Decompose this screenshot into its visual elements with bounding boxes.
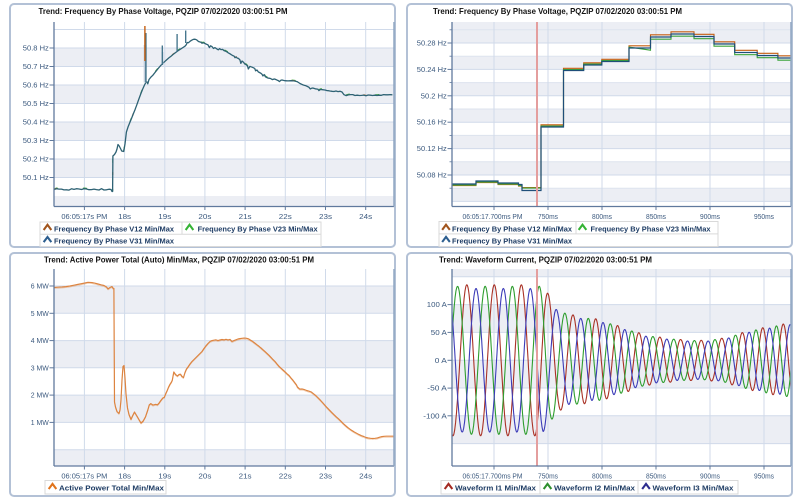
svg-text:Trend: Frequency By Phase Volt: Trend: Frequency By Phase Voltage, PQZIP… bbox=[39, 6, 288, 16]
svg-text:900ms: 900ms bbox=[700, 474, 720, 481]
svg-text:0 A: 0 A bbox=[435, 358, 447, 365]
svg-text:-100 A: -100 A bbox=[423, 413, 447, 420]
svg-text:24s: 24s bbox=[359, 474, 373, 481]
svg-text:19s: 19s bbox=[158, 214, 172, 221]
svg-text:6 MW: 6 MW bbox=[31, 284, 49, 291]
svg-text:950ms: 950ms bbox=[754, 214, 774, 221]
svg-text:50.1 Hz: 50.1 Hz bbox=[23, 175, 50, 182]
svg-text:50.08 Hz: 50.08 Hz bbox=[417, 173, 448, 180]
svg-text:06:05:17s PM: 06:05:17s PM bbox=[61, 214, 107, 221]
svg-text:4 MW: 4 MW bbox=[31, 338, 49, 345]
svg-text:Frequency By Phase V12 Min/Max: Frequency By Phase V12 Min/Max bbox=[54, 224, 175, 233]
svg-text:750ms: 750ms bbox=[538, 214, 558, 221]
svg-text:2 MW: 2 MW bbox=[31, 393, 49, 400]
svg-text:100 A: 100 A bbox=[427, 302, 447, 309]
svg-text:1 MW: 1 MW bbox=[31, 420, 49, 427]
svg-text:50.3 Hz: 50.3 Hz bbox=[23, 138, 50, 145]
svg-text:Frequency By Phase V23 Min/Max: Frequency By Phase V23 Min/Max bbox=[198, 224, 319, 233]
svg-text:24s: 24s bbox=[359, 214, 373, 221]
svg-text:22s: 22s bbox=[279, 474, 293, 481]
svg-text:Frequency By Phase V12 Min/Max: Frequency By Phase V12 Min/Max bbox=[452, 224, 573, 233]
svg-text:Trend: Waveform Current, PQZIP: Trend: Waveform Current, PQZIP 07/02/202… bbox=[439, 255, 652, 265]
svg-text:50.24 Hz: 50.24 Hz bbox=[417, 67, 448, 74]
svg-text:06:05:17.700ms PM: 06:05:17.700ms PM bbox=[463, 214, 523, 221]
svg-text:800ms: 800ms bbox=[592, 474, 612, 481]
svg-text:21s: 21s bbox=[239, 214, 253, 221]
svg-text:50.6 Hz: 50.6 Hz bbox=[23, 83, 50, 90]
svg-text:50.8 Hz: 50.8 Hz bbox=[23, 46, 50, 53]
svg-text:3 MW: 3 MW bbox=[31, 365, 49, 372]
svg-text:Waveform I2 Min/Max: Waveform I2 Min/Max bbox=[554, 484, 636, 493]
svg-text:18s: 18s bbox=[118, 474, 132, 481]
svg-text:850ms: 850ms bbox=[646, 474, 666, 481]
svg-text:750ms: 750ms bbox=[538, 474, 558, 481]
svg-text:-50 A: -50 A bbox=[427, 386, 447, 393]
svg-text:Trend: Frequency By Phase Volt: Trend: Frequency By Phase Voltage, PQZIP… bbox=[433, 6, 682, 16]
svg-text:50.28 Hz: 50.28 Hz bbox=[417, 41, 448, 48]
svg-text:Frequency By Phase V23 Min/Max: Frequency By Phase V23 Min/Max bbox=[591, 224, 712, 233]
svg-text:50.4 Hz: 50.4 Hz bbox=[23, 120, 50, 127]
svg-text:Trend: Active Power Total (Aut: Trend: Active Power Total (Auto) Min/Max… bbox=[44, 255, 314, 265]
svg-text:800ms: 800ms bbox=[592, 214, 612, 221]
svg-text:900ms: 900ms bbox=[700, 214, 720, 221]
svg-text:20s: 20s bbox=[198, 474, 212, 481]
svg-text:23s: 23s bbox=[319, 474, 333, 481]
svg-text:20s: 20s bbox=[198, 214, 212, 221]
svg-text:50.2 Hz: 50.2 Hz bbox=[23, 157, 50, 164]
svg-text:06:05:17s PM: 06:05:17s PM bbox=[61, 474, 107, 481]
svg-text:50.12 Hz: 50.12 Hz bbox=[417, 146, 448, 153]
svg-text:950ms: 950ms bbox=[754, 474, 774, 481]
svg-text:Waveform I1 Min/Max: Waveform I1 Min/Max bbox=[455, 484, 537, 493]
svg-text:850ms: 850ms bbox=[646, 214, 666, 221]
svg-text:23s: 23s bbox=[319, 214, 333, 221]
svg-text:Frequency By Phase V31 Min/Max: Frequency By Phase V31 Min/Max bbox=[452, 237, 573, 246]
svg-text:50.5 Hz: 50.5 Hz bbox=[23, 101, 50, 108]
svg-text:Waveform I3 Min/Max: Waveform I3 Min/Max bbox=[653, 484, 735, 493]
svg-text:50.7 Hz: 50.7 Hz bbox=[23, 64, 50, 71]
svg-text:50.2 Hz: 50.2 Hz bbox=[421, 93, 448, 100]
svg-text:18s: 18s bbox=[118, 214, 132, 221]
svg-text:06:05:17.700ms PM: 06:05:17.700ms PM bbox=[463, 474, 523, 481]
svg-text:5 MW: 5 MW bbox=[31, 311, 49, 318]
svg-text:Frequency By Phase V31 Min/Max: Frequency By Phase V31 Min/Max bbox=[54, 237, 175, 246]
svg-text:19s: 19s bbox=[158, 474, 172, 481]
svg-text:50 A: 50 A bbox=[431, 330, 447, 337]
svg-text:21s: 21s bbox=[239, 474, 253, 481]
svg-text:50.16 Hz: 50.16 Hz bbox=[417, 120, 448, 127]
svg-text:Active Power Total Min/Max: Active Power Total Min/Max bbox=[59, 484, 165, 493]
svg-text:22s: 22s bbox=[279, 214, 293, 221]
